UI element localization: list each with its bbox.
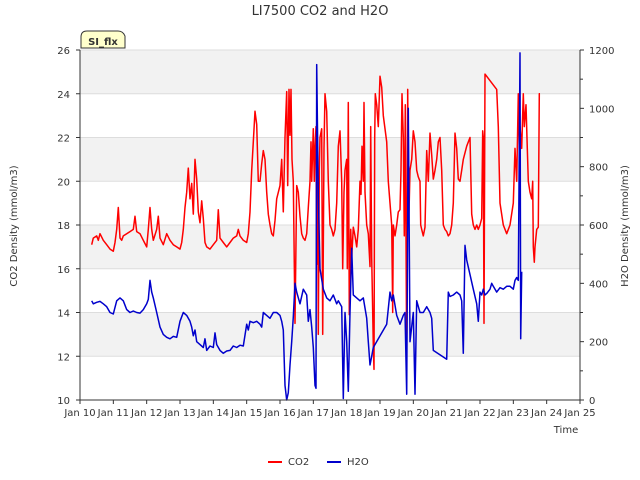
y-tick-label-left: 16: [57, 265, 70, 276]
x-tick-label: Jan 21: [430, 408, 462, 419]
x-tick-label: Jan 16: [263, 408, 295, 419]
plot-band: [80, 137, 580, 182]
y-tick-label-right: 1200: [589, 46, 614, 57]
x-tick-label: Jan 12: [130, 408, 162, 419]
y-tick-label-right: 800: [589, 163, 608, 174]
x-tick-label: Jan 18: [330, 408, 362, 419]
x-tick-label: Jan 20: [397, 408, 429, 419]
plot-band: [80, 225, 580, 269]
legend: CO2 H2O: [268, 457, 369, 468]
y-tick-label-left: 18: [57, 221, 70, 232]
site-badge: SI_flx: [80, 30, 126, 49]
x-tick-label: Jan 13: [163, 408, 195, 419]
y-tick-label-right: 400: [589, 279, 608, 290]
y-axis-label-left: CO2 Density (mmol/m3): [9, 165, 20, 286]
chart-title: LI7500 CO2 and H2O: [252, 4, 389, 19]
x-tick-label: Jan 22: [463, 408, 495, 419]
y-tick-label-left: 24: [57, 90, 70, 101]
site-badge-box: [80, 30, 126, 49]
axes: Jan 10 Jan 11 Jan 12 Jan 13 Jan 14 Jan 15 Jan …: [57, 46, 614, 419]
x-tick-label: Jan 15: [230, 408, 262, 419]
legend-label-h2o: H2O: [347, 457, 369, 468]
y-tick-label-left: 14: [57, 309, 70, 320]
plot-band: [80, 312, 580, 357]
x-tick-label: Jan 23: [497, 408, 529, 419]
y-tick-label-left: 22: [57, 134, 70, 145]
series-layer: [90, 52, 541, 401]
x-tick-label: Jan 19: [363, 408, 395, 419]
y-tick-label-right: 600: [589, 221, 608, 232]
y-tick-label-left: 26: [57, 46, 70, 57]
y-axis-label-right: H2O Density (mmol/m3): [620, 165, 631, 287]
y-tick-label-left: 10: [57, 396, 70, 407]
x-tick-label: Jan 25: [563, 408, 595, 419]
series-line-h2o: [91, 52, 523, 401]
y-tick-label-left: 12: [57, 352, 70, 363]
x-tick-label: Jan 14: [197, 408, 229, 419]
x-tick-label: Jan 11: [97, 408, 129, 419]
y-tick-label-left: 20: [57, 177, 70, 188]
x-tick-label: Jan 24: [530, 408, 562, 419]
legend-label-co2: CO2: [288, 457, 309, 468]
x-tick-label: Jan 17: [297, 408, 329, 419]
x-tick-label: Jan 10: [63, 408, 95, 419]
x-axis-label: Time: [553, 425, 578, 436]
y-tick-label-right: 0: [589, 396, 595, 407]
series-line-co2: [90, 73, 541, 371]
y-tick-label-right: 200: [589, 338, 608, 349]
site-badge-label: SI_flx: [88, 37, 118, 48]
y-tick-label-right: 1000: [589, 104, 614, 115]
plot-band: [80, 50, 580, 94]
